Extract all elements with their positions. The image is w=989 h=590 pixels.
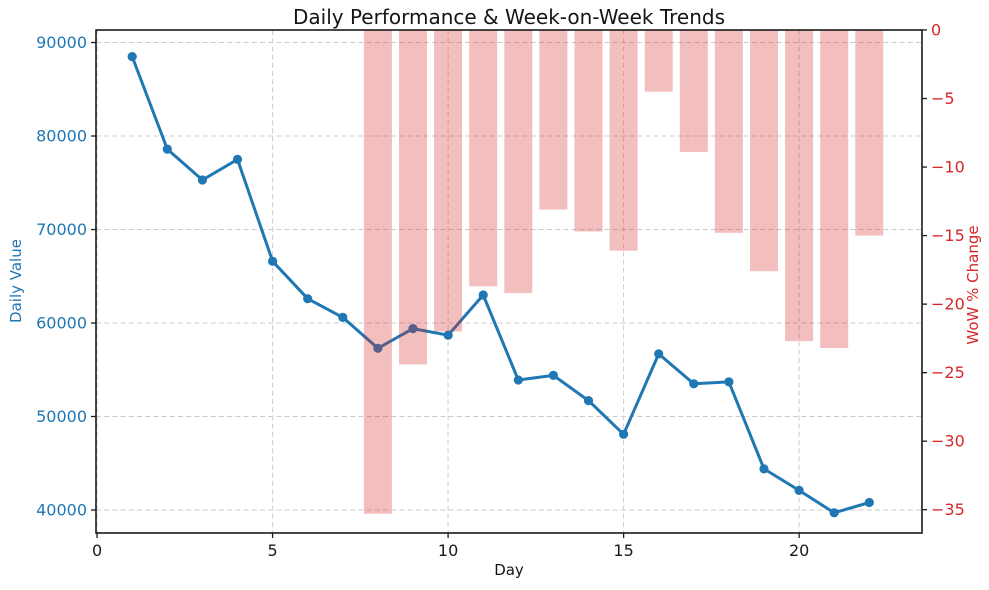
data-point-marker	[619, 429, 629, 439]
data-point-marker	[689, 379, 699, 389]
left-y-tick-label: 80000	[36, 127, 87, 146]
data-point-marker	[478, 290, 488, 300]
wow-change-bars	[363, 30, 884, 514]
right-y-tick-label: −15	[931, 226, 965, 245]
left-y-tick-label: 40000	[36, 501, 87, 520]
data-point-marker	[303, 294, 313, 304]
right-y-tick-label: −30	[931, 432, 965, 451]
data-point-marker	[583, 396, 594, 406]
wow-change-bar	[469, 30, 498, 287]
x-axis-label: Day	[494, 561, 524, 579]
wow-change-bar	[644, 30, 673, 92]
wow-change-bar	[574, 30, 603, 232]
wow-change-bar	[363, 30, 392, 514]
x-tick-label: 10	[438, 541, 458, 560]
plot-border	[95, 29, 923, 534]
data-point-marker	[268, 256, 278, 266]
left-y-tick-label: 60000	[36, 314, 87, 333]
left-y-tick-label: 70000	[36, 220, 87, 239]
wow-change-bar	[714, 30, 743, 233]
wow-change-bar	[679, 30, 708, 152]
left-y-tick-label: 50000	[36, 407, 87, 426]
data-point-marker	[197, 175, 207, 185]
data-point-marker	[724, 377, 734, 387]
left-axis-label: Daily Value	[7, 239, 25, 323]
wow-change-bar	[434, 30, 463, 332]
data-point-marker	[443, 330, 453, 340]
right-y-tick-label: −10	[931, 158, 965, 177]
data-point-marker	[127, 52, 137, 62]
x-tick-label: 20	[789, 541, 809, 560]
daily-value-markers	[127, 52, 874, 518]
wow-change-bar	[504, 30, 533, 294]
x-tick-label: 5	[267, 541, 277, 560]
data-point-marker	[759, 464, 769, 474]
wow-change-bar	[539, 30, 568, 210]
data-point-marker	[338, 312, 348, 322]
right-y-tick-label: −20	[931, 295, 965, 314]
wow-change-bar	[609, 30, 638, 251]
x-tick-label: 15	[613, 541, 633, 560]
data-point-marker	[232, 154, 243, 164]
wow-change-bar	[399, 30, 427, 365]
wow-change-bar	[750, 30, 778, 272]
right-axis-label: WoW % Change	[964, 225, 982, 345]
right-y-tick-label: −35	[931, 500, 965, 519]
chart-title: Daily Performance & Week-on-Week Trends	[292, 5, 726, 29]
x-tick-label: 0	[92, 541, 102, 560]
left-y-tick-label: 90000	[36, 33, 87, 52]
wow-change-bar	[820, 30, 849, 348]
gridlines	[96, 30, 922, 533]
right-y-tick-label: −25	[931, 363, 965, 382]
data-point-marker	[513, 375, 523, 385]
data-point-marker	[829, 508, 839, 518]
tick-marks	[91, 29, 927, 538]
data-point-marker	[373, 343, 383, 353]
data-point-marker	[548, 370, 559, 380]
right-y-tick-label: −5	[931, 89, 955, 108]
wow-change-bar	[785, 30, 814, 342]
data-point-marker	[162, 144, 172, 154]
right-y-tick-label: 0	[931, 21, 941, 40]
daily-value-line	[130, 55, 871, 515]
data-point-marker	[408, 324, 418, 334]
data-point-marker	[654, 349, 664, 359]
data-point-marker	[794, 485, 804, 495]
wow-change-bar	[855, 30, 884, 236]
tick-labels: 0 5 10 15 20 40000 50000 60000 70000 80000 90000 0 −…	[36, 21, 965, 561]
data-point-marker	[864, 497, 874, 508]
